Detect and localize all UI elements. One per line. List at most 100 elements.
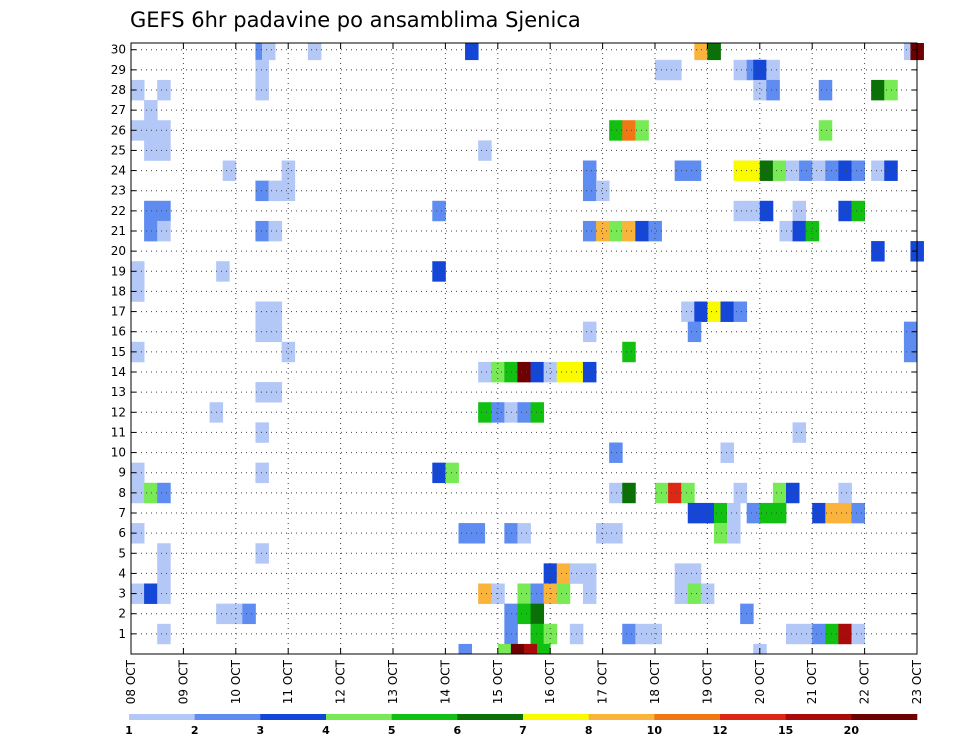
y-tick-label: 15 (111, 345, 126, 359)
precip-cell (786, 160, 800, 181)
precip-cell (772, 482, 787, 504)
precip-cell (268, 180, 283, 202)
precip-cell (851, 502, 865, 524)
legend-label: 15 (778, 724, 793, 737)
precip-cell (681, 301, 695, 322)
precip-cell (255, 59, 269, 81)
precip-cell (268, 321, 283, 343)
x-tick-label: 15 OCT (491, 659, 505, 704)
legend-label: 4 (322, 724, 330, 737)
precip-cell (510, 643, 525, 655)
precip-cell (903, 321, 918, 343)
x-tick-label: 18 OCT (648, 659, 662, 704)
precip-cell (609, 120, 623, 141)
x-tick-label: 16 OCT (543, 659, 557, 704)
y-tick-label: 11 (111, 425, 126, 439)
precip-cell (222, 160, 237, 181)
precip-cell (242, 603, 256, 625)
precip-cell (838, 482, 852, 504)
precip-cell (799, 623, 813, 645)
precip-cell (582, 180, 597, 202)
precip-cell (530, 361, 545, 383)
precip-cell (635, 623, 649, 645)
precip-cell (687, 160, 702, 181)
precip-cell (772, 160, 787, 181)
precip-cell (157, 140, 171, 161)
precip-cell (838, 623, 852, 645)
precip-cell (432, 200, 446, 222)
precip-cell (556, 361, 571, 383)
precip-cell (255, 543, 269, 564)
precip-cell (871, 160, 885, 181)
y-tick-label: 18 (111, 284, 126, 298)
y-tick-label: 14 (111, 365, 126, 379)
precip-cell (281, 341, 296, 363)
chart-title: GEFS 6hr padavine po ansamblima Sjenica (130, 8, 581, 32)
precip-cell (268, 382, 283, 403)
y-tick-label: 16 (111, 325, 126, 339)
y-tick-label: 7 (118, 506, 126, 520)
precip-cell (687, 563, 702, 584)
precip-cell (694, 43, 708, 61)
precip-cell (543, 623, 558, 645)
precip-cell (812, 160, 826, 181)
y-tick-label: 1 (118, 627, 126, 641)
precip-cell (281, 180, 296, 202)
y-tick-label: 24 (111, 164, 126, 178)
precip-cell (733, 160, 748, 181)
precip-cell (458, 643, 472, 655)
precip-cell (596, 220, 610, 242)
precip-cell (805, 220, 820, 242)
legend-swatch (260, 714, 327, 720)
precip-cell (432, 462, 446, 484)
precip-cell (713, 523, 728, 544)
precip-cell (255, 462, 269, 484)
legend-label: 6 (454, 724, 462, 737)
precip-cell (582, 563, 597, 584)
y-tick-label: 3 (118, 587, 126, 601)
precip-cell (582, 583, 597, 604)
precip-cell (818, 120, 833, 141)
precip-cell (746, 200, 761, 222)
legend-label: 1 (125, 724, 133, 737)
precip-cell (622, 623, 636, 645)
precip-cell (753, 59, 767, 81)
precip-cell (727, 502, 741, 524)
precip-cell (582, 361, 597, 383)
legend-swatch (654, 714, 721, 720)
precip-cell (144, 482, 158, 504)
y-tick-label: 10 (111, 446, 126, 460)
precip-cell (255, 180, 269, 202)
precip-cell (157, 563, 171, 584)
precip-cell (478, 583, 492, 604)
precip-cell (530, 402, 545, 423)
precip-cell (582, 321, 597, 343)
precip-cell (157, 120, 171, 141)
precip-cell (818, 79, 833, 101)
y-tick-label: 25 (111, 143, 126, 157)
precip-cell (792, 422, 807, 443)
precip-cell (838, 160, 852, 181)
precip-cell (556, 583, 571, 604)
y-tick-label: 17 (111, 305, 126, 319)
precip-cell (216, 603, 230, 625)
y-tick-label: 22 (111, 204, 126, 218)
precip-cell (465, 43, 479, 61)
precip-cell (871, 79, 885, 101)
precip-cell (766, 79, 780, 101)
legend-label: 5 (388, 724, 396, 737)
color-legend: 1 2 3 4 5 6 7 8 10 12 15 20 (125, 714, 918, 737)
x-tick-label: 17 OCT (596, 659, 610, 704)
precip-cell (609, 442, 623, 463)
precip-cell (871, 241, 885, 262)
precip-cell (144, 140, 158, 161)
precip-cell (543, 361, 558, 383)
precip-cell (497, 643, 512, 655)
y-axis: 1234567891011121314151617181920212223242… (111, 43, 917, 641)
precip-cell (851, 160, 865, 181)
y-tick-label: 30 (111, 43, 126, 57)
precip-cell (687, 502, 702, 524)
precip-cell (144, 583, 158, 604)
y-tick-label: 26 (111, 123, 126, 137)
precip-cell (144, 200, 158, 222)
